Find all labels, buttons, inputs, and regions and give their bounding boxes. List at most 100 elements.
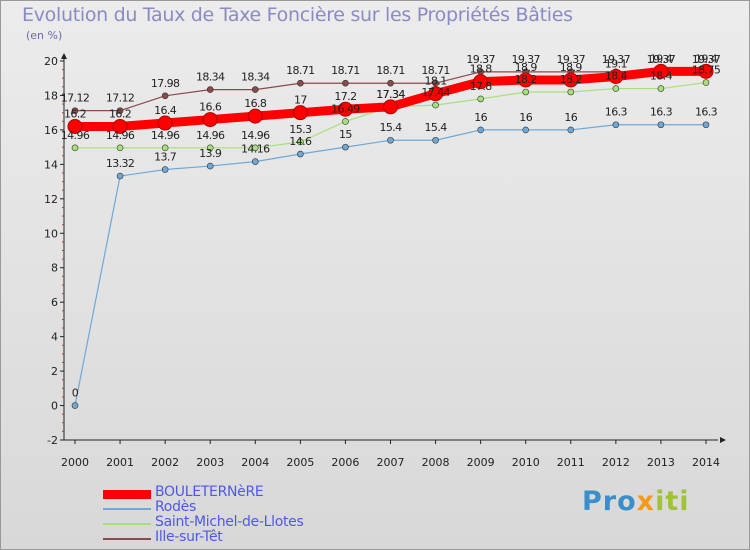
data-point (342, 143, 349, 151)
data-label: 17.34 (376, 88, 405, 101)
y-axis-unit-label: (en %) (26, 29, 63, 42)
data-point (657, 85, 665, 92)
data-point (657, 121, 665, 129)
data-label: 14.96 (196, 129, 225, 142)
data-label: 15.4 (425, 121, 448, 134)
data-label: 19.37 (692, 53, 721, 66)
data-label: 0 (72, 387, 79, 400)
data-label: 14.16 (241, 143, 270, 156)
data-label: 14.96 (61, 129, 90, 142)
legend-label: Ille-sur-Têt (155, 529, 223, 545)
legend-swatch (103, 523, 151, 525)
data-point (342, 79, 349, 87)
y-axis-arrow (61, 53, 67, 59)
data-point (477, 126, 484, 134)
data-label: 18.71 (376, 64, 405, 77)
data-label: 18.75 (692, 64, 721, 77)
x-tick-label: 2004 (241, 456, 269, 469)
data-label: 17.44 (421, 86, 450, 99)
data-point (251, 86, 259, 93)
data-point (251, 158, 259, 165)
data-point (567, 126, 575, 134)
y-tick-label: 6 (51, 296, 58, 309)
y-tick-label: 20 (44, 55, 58, 68)
data-point (292, 105, 308, 121)
data-point (161, 144, 169, 152)
data-point (563, 72, 579, 88)
data-point (161, 92, 169, 100)
data-point (653, 63, 669, 79)
y-tick-label: -2 (47, 434, 58, 447)
legend-swatch (103, 538, 151, 540)
data-point (473, 74, 489, 90)
data-point (161, 166, 169, 173)
data-point (612, 121, 620, 129)
data-point (247, 108, 263, 124)
data-label: 18.71 (331, 64, 360, 77)
data-point (702, 121, 710, 129)
chart-title: Evolution du Taux de Taxe Foncière sur l… (22, 4, 573, 26)
data-point (71, 402, 79, 409)
data-point (116, 144, 124, 152)
data-point (337, 101, 353, 117)
data-label: 17.12 (106, 92, 135, 105)
y-tick-label: 10 (44, 227, 58, 240)
data-label: 16.3 (695, 106, 718, 119)
data-point (612, 85, 620, 92)
data-point (428, 86, 444, 102)
data-label: 16.49 (331, 102, 360, 115)
data-label: 17 (294, 94, 307, 107)
data-label: 19.4 (650, 52, 673, 65)
y-tick-label: 4 (51, 331, 58, 344)
data-label: 18.34 (241, 71, 270, 84)
x-tick-label: 2002 (151, 456, 179, 469)
data-label: 15 (339, 128, 352, 141)
x-tick-label: 2012 (602, 456, 630, 469)
x-tick-label: 2009 (467, 456, 495, 469)
data-label: 16 (564, 111, 577, 124)
data-point (567, 88, 575, 96)
data-label: 18.9 (515, 61, 538, 74)
logo-part-2: x (636, 486, 656, 517)
proxiti-logo: Proxiti (582, 486, 690, 517)
data-label: 17.8 (470, 80, 493, 93)
data-point (297, 138, 304, 146)
x-tick-label: 2007 (377, 456, 405, 469)
data-label: 13.32 (106, 157, 135, 170)
y-tick-label: 2 (51, 365, 58, 378)
data-point (522, 88, 530, 96)
data-point (206, 162, 214, 170)
legend-swatch (103, 490, 151, 499)
data-label: 16.8 (244, 97, 267, 110)
data-point (702, 79, 710, 86)
data-point (71, 144, 79, 152)
legend-label: BOULETERNèRE (155, 484, 264, 500)
data-label: 16.3 (650, 106, 673, 119)
data-label: 19.37 (511, 53, 540, 66)
x-tick-label: 2000 (61, 456, 89, 469)
y-tick-label: 14 (44, 158, 58, 171)
data-label: 16 (519, 111, 532, 124)
data-label: 19.37 (647, 53, 676, 66)
data-point (387, 79, 394, 87)
data-label: 19.37 (466, 53, 495, 66)
data-point (297, 79, 304, 87)
logo-part-1: Pro (582, 486, 637, 517)
data-label: 17.12 (61, 92, 90, 105)
data-point (202, 112, 218, 128)
data-point (518, 72, 534, 88)
data-label: 18.71 (286, 64, 315, 77)
data-label: 16.6 (199, 101, 222, 114)
data-label: 18.8 (470, 63, 493, 76)
data-label: 14.96 (151, 129, 180, 142)
legend-label: Saint-Michel-de-Llotes (155, 514, 304, 530)
data-label: 18.2 (560, 73, 582, 86)
data-point (112, 118, 128, 134)
y-tick-label: 8 (51, 262, 58, 275)
data-label: 16.4 (154, 104, 177, 117)
y-tick-label: 12 (44, 193, 58, 206)
data-point (477, 95, 484, 103)
x-tick-label: 2001 (106, 456, 134, 469)
